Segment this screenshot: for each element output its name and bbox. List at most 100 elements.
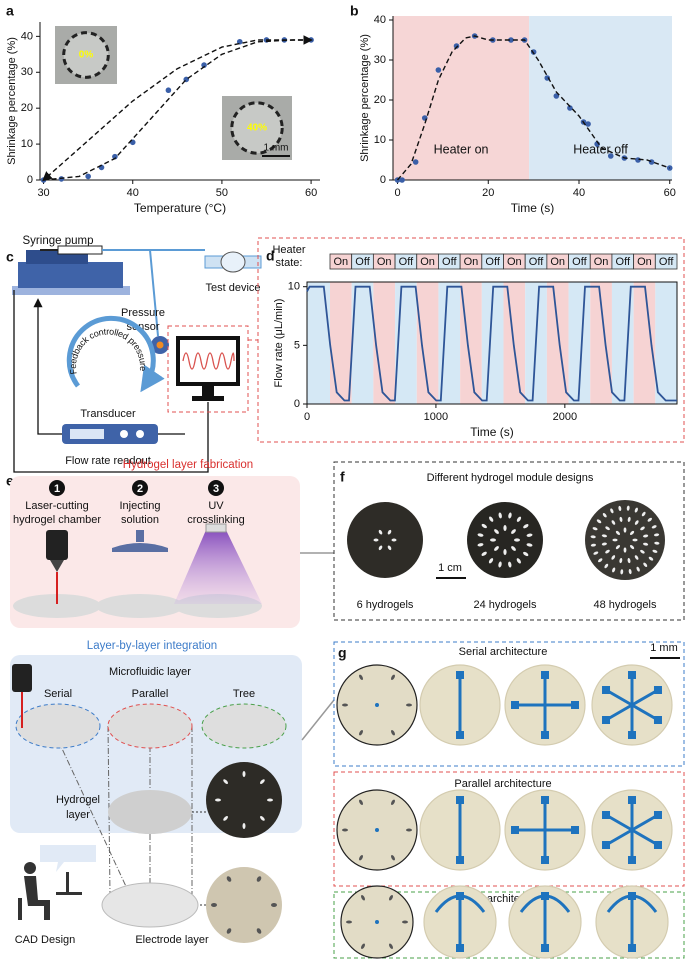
hydrogel-spot — [359, 674, 363, 680]
hydrogel-spot — [592, 527, 598, 531]
hydrogel-spot — [641, 511, 646, 517]
step-text: hydrogel chamber — [13, 514, 101, 526]
hydrogel-spot — [634, 520, 639, 525]
photo — [347, 502, 423, 578]
panel-box — [257, 237, 685, 443]
hydrogel-spot — [523, 524, 529, 529]
y-tick-label: 30 — [374, 54, 386, 66]
syringe — [57, 245, 103, 255]
person-head — [24, 862, 36, 874]
hydrogel-spot — [391, 730, 395, 736]
band — [307, 282, 330, 404]
x-tick-label: 0 — [394, 187, 400, 199]
band — [655, 282, 677, 404]
hydrogel-spot — [489, 516, 494, 522]
hydrogel-spot — [508, 561, 512, 568]
hydrogel-spot — [628, 569, 632, 575]
tube — [149, 249, 159, 337]
hydrogel-spot — [406, 828, 412, 832]
channel-dot — [375, 828, 379, 832]
hydrogel-spot — [260, 779, 265, 784]
chamber — [571, 826, 579, 834]
state-label: On — [507, 256, 522, 268]
hydrogel-spot — [611, 555, 616, 560]
hydrogel-spot — [361, 895, 365, 901]
photo — [585, 500, 665, 580]
monitor-signal — [182, 352, 235, 370]
channel — [605, 813, 633, 832]
hydrogel-spot — [604, 563, 609, 569]
band-label: Heater on — [434, 142, 489, 156]
step-text: UV — [208, 500, 224, 512]
step-badge — [208, 480, 224, 496]
hydrogel-spot — [511, 529, 516, 534]
state-label: Off — [485, 256, 500, 268]
step-text: Injecting — [120, 500, 161, 512]
y-tick-label: 40 — [374, 14, 386, 26]
channel — [631, 688, 659, 707]
channel — [605, 828, 633, 847]
hydrogel-spot — [242, 771, 246, 777]
hydrogel-spot — [378, 529, 383, 535]
chamber — [541, 796, 549, 804]
hydrogel-spot — [629, 544, 635, 550]
hydrogel-spot — [511, 546, 516, 551]
label: Pressure — [121, 307, 165, 319]
hydrogel-spot — [498, 561, 502, 568]
hydrogel-spot — [402, 920, 408, 924]
x-tick-label: 40 — [573, 187, 585, 199]
sensor-dot — [156, 341, 164, 349]
point — [567, 105, 573, 111]
layer-serial — [15, 703, 101, 749]
state-label: Off — [529, 256, 544, 268]
hydrogel-spot — [643, 562, 648, 567]
scale-label: 1 mm — [650, 642, 678, 654]
frame — [306, 281, 678, 405]
point — [666, 165, 673, 171]
hydrogel-spot — [634, 507, 638, 513]
photo — [206, 867, 282, 943]
uv-lamp — [205, 523, 227, 533]
state-title: Heater — [272, 244, 305, 256]
state-label: Off — [572, 256, 587, 268]
channel — [631, 813, 659, 832]
hydrogel-spot — [623, 527, 627, 533]
hydrogel-spot — [643, 534, 649, 538]
hydrogel-spot — [490, 538, 496, 542]
hydrogel-spot — [593, 551, 599, 555]
chamber — [653, 686, 662, 694]
hydrogel-spot — [389, 943, 393, 949]
hydrogel-spot — [406, 703, 412, 707]
hydrogel-spot — [651, 525, 657, 529]
hydrogel-spot — [391, 674, 395, 680]
chamber — [653, 811, 662, 819]
state-label: On — [464, 256, 479, 268]
hydrogel-spot — [211, 903, 217, 907]
point — [58, 176, 65, 182]
chamber — [511, 701, 519, 709]
band — [481, 282, 504, 404]
hydrogel-spot — [477, 533, 484, 537]
state-label: On — [377, 256, 392, 268]
row-title: Serial architecture — [459, 646, 548, 658]
state-label: Off — [399, 256, 414, 268]
hydrogel-spot — [643, 542, 649, 546]
disc — [96, 594, 184, 618]
hydrogel-spot — [494, 546, 499, 551]
state-label: Off — [442, 256, 457, 268]
band — [438, 282, 461, 404]
state-label: On — [550, 256, 565, 268]
hydrogel-spot — [612, 538, 618, 542]
label: Tree — [233, 688, 255, 700]
x-tick-label: 40 — [127, 187, 139, 199]
design-label: 48 hydrogels — [594, 599, 657, 611]
state-title: state: — [276, 257, 303, 269]
hydrogel-spot — [627, 558, 631, 564]
chamber — [456, 671, 464, 679]
y-tick-label: 0 — [27, 174, 33, 186]
chamber — [602, 686, 611, 694]
state-label: On — [420, 256, 435, 268]
x-tick-label: 20 — [482, 187, 494, 199]
hydrogel-spot — [598, 558, 603, 563]
